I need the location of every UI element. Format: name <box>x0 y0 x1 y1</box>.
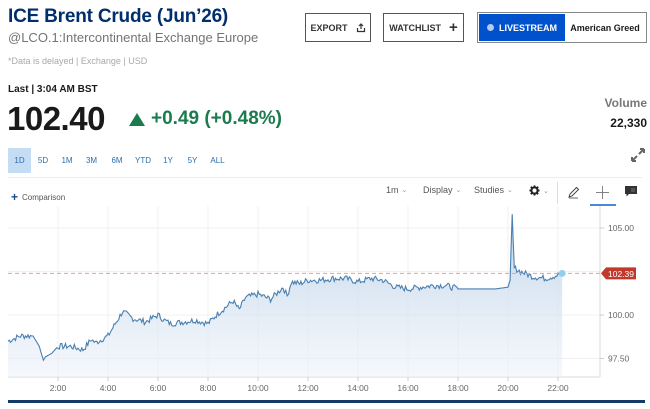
range-tab-3m[interactable]: 3M <box>85 156 98 165</box>
divider <box>8 177 642 178</box>
svg-text:102.39: 102.39 <box>608 269 634 279</box>
interval-label: 1m <box>386 185 399 195</box>
settings-dropdown[interactable]: ⌄ <box>529 185 549 196</box>
plus-icon: + <box>11 190 19 204</box>
svg-text:100.00: 100.00 <box>608 310 634 320</box>
range-tab-5d[interactable]: 5D <box>37 156 49 165</box>
data-delay-note: *Data is delayed | Exchange | USD <box>8 56 148 66</box>
crosshair-icon[interactable] <box>596 186 609 199</box>
price-change: +0.49 (+0.48%) <box>129 108 282 130</box>
price-change-value: +0.49 (+0.48%) <box>151 108 282 129</box>
volume-label: Volume <box>604 96 647 110</box>
chevron-down-icon: ⌄ <box>507 187 513 194</box>
instrument-title: ICE Brent Crude (Jun’26) <box>8 6 229 27</box>
svg-text:22:00: 22:00 <box>547 383 569 393</box>
chart-bottom-border <box>8 400 645 403</box>
svg-text:8:00: 8:00 <box>200 383 217 393</box>
range-tab-ytd[interactable]: YTD <box>135 156 151 165</box>
plus-icon: + <box>449 19 458 36</box>
display-label: Display <box>423 185 453 195</box>
studies-label: Studies <box>474 185 505 195</box>
crosshair-active-indicator <box>590 204 616 206</box>
watchlist-button[interactable]: WATCHLIST + <box>383 13 464 42</box>
livestream-button[interactable]: LIVESTREAM <box>479 14 565 41</box>
svg-text:10:00: 10:00 <box>247 383 269 393</box>
svg-text:18:00: 18:00 <box>447 383 469 393</box>
live-dot-icon <box>486 24 494 31</box>
chevron-down-icon: ⌄ <box>455 187 462 194</box>
svg-text:14:00: 14:00 <box>347 383 369 393</box>
volume-value: 22,330 <box>610 116 647 130</box>
last-price: 102.40 <box>7 100 105 137</box>
toolbar-divider <box>557 182 558 204</box>
range-tab-1y[interactable]: 1Y <box>163 156 173 165</box>
price-chart[interactable]: 102.39 97.50 100.00 105.00 2:00 4:00 6:00 8:00 1… <box>0 206 650 402</box>
svg-text:4:00: 4:00 <box>100 383 117 393</box>
svg-text:20:00: 20:00 <box>497 383 519 393</box>
svg-text:6:00: 6:00 <box>150 383 167 393</box>
export-button[interactable]: EXPORT <box>305 13 371 42</box>
svg-text:2:00: 2:00 <box>50 383 67 393</box>
comparison-button[interactable]: + Comparison <box>11 190 65 204</box>
american-greed-button[interactable]: American Greed <box>570 22 640 33</box>
last-trade-time: Last | 3:04 AM BST <box>8 84 98 95</box>
svg-text:105.00: 105.00 <box>608 223 634 233</box>
time-range-tabs: 1D 5D 1M 3M 6M YTD 1Y 5Y ALL <box>8 148 230 173</box>
range-tab-1d[interactable]: 1D <box>8 148 31 173</box>
livestream-label: LIVESTREAM <box>498 22 557 33</box>
gear-icon <box>529 185 540 196</box>
range-tab-all[interactable]: ALL <box>210 156 225 165</box>
instrument-subtitle: @LCO.1:Intercontinental Exchange Europe <box>8 30 259 45</box>
svg-text:97.50: 97.50 <box>608 354 630 364</box>
chat-annotation-icon[interactable] <box>625 186 637 197</box>
share-icon <box>356 22 365 32</box>
comparison-label: Comparison <box>22 192 66 202</box>
up-arrow-icon <box>129 112 145 126</box>
range-tab-1m[interactable]: 1M <box>61 156 73 165</box>
pencil-icon[interactable] <box>567 186 580 199</box>
expand-icon[interactable] <box>630 147 646 163</box>
range-tab-6m[interactable]: 6M <box>111 156 123 165</box>
livestream-toggle: LIVESTREAM American Greed <box>477 12 647 43</box>
interval-dropdown[interactable]: 1m ⌄ <box>386 185 407 195</box>
export-label: EXPORT <box>310 22 348 33</box>
studies-dropdown[interactable]: Studies ⌄ <box>474 185 513 195</box>
display-dropdown[interactable]: Display ⌄ <box>423 185 461 195</box>
svg-text:12:00: 12:00 <box>297 383 319 393</box>
chevron-down-icon: ⌄ <box>543 187 549 195</box>
range-tab-5y[interactable]: 5Y <box>187 156 198 165</box>
watchlist-label: WATCHLIST <box>389 22 442 33</box>
svg-text:16:00: 16:00 <box>397 383 419 393</box>
chevron-down-icon: ⌄ <box>401 187 408 194</box>
